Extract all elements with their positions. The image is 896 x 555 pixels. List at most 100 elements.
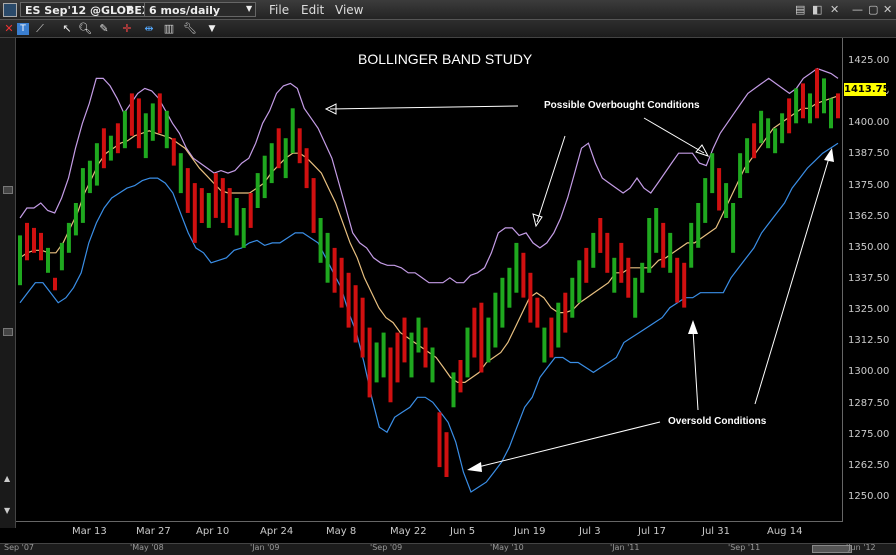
price-bar bbox=[829, 98, 833, 129]
price-tick-label: 1400.00 bbox=[848, 117, 890, 129]
overbought-arrow-head bbox=[695, 144, 710, 157]
timeline-tick-label: 'Jan '11 bbox=[610, 543, 640, 552]
overbought-arrow-head bbox=[532, 213, 543, 228]
timeframe-dropdown[interactable]: 6 mos/daily bars bbox=[144, 2, 256, 32]
minimize-icon[interactable]: — bbox=[852, 3, 863, 16]
price-bar bbox=[255, 173, 260, 208]
price-bar bbox=[661, 222, 666, 268]
price-bar bbox=[437, 412, 442, 468]
close-window-icon[interactable]: ✕ bbox=[883, 3, 893, 16]
price-bar bbox=[304, 148, 309, 189]
price-bar bbox=[318, 218, 323, 263]
price-bar bbox=[199, 188, 204, 223]
menu-view[interactable]: View bbox=[335, 3, 364, 17]
price-bar bbox=[94, 143, 99, 186]
scroll-down-icon[interactable]: ▼ bbox=[4, 506, 11, 515]
overbought-annotation: Possible Overbought Conditions bbox=[544, 100, 700, 111]
menu-file[interactable]: File bbox=[269, 3, 290, 17]
date-tick-label: May 22 bbox=[390, 526, 427, 537]
price-bar bbox=[794, 88, 799, 124]
price-bar bbox=[339, 257, 344, 308]
pen-tool-icon[interactable]: ✎ bbox=[99, 22, 109, 35]
price-bar bbox=[297, 128, 302, 164]
price-bar bbox=[542, 327, 547, 363]
wrench-icon[interactable]: 🔧︎ bbox=[183, 22, 197, 35]
print-icon[interactable]: ▤ bbox=[795, 3, 806, 16]
scroll-handle-bottom[interactable] bbox=[3, 328, 13, 336]
price-bar bbox=[332, 247, 337, 293]
price-bar bbox=[269, 143, 274, 184]
price-tick-label: 1262.50 bbox=[848, 459, 890, 471]
price-bar bbox=[108, 135, 113, 161]
settings-icon[interactable]: ◧ bbox=[812, 3, 823, 16]
price-bar bbox=[234, 198, 239, 236]
price-tick-label: 1250.00 bbox=[848, 491, 890, 502]
price-axis[interactable] bbox=[842, 38, 896, 522]
left-scroll-panel[interactable]: ▲ ▼ bbox=[0, 38, 16, 528]
price-bar bbox=[157, 93, 162, 134]
price-bar bbox=[563, 292, 568, 333]
price-tick-label: 1375.00 bbox=[848, 179, 890, 191]
price-bar bbox=[724, 183, 729, 218]
timeline-scrollbar[interactable] bbox=[0, 543, 896, 555]
price-bar bbox=[122, 110, 127, 149]
price-bar bbox=[598, 218, 603, 253]
timeline-tick-label: 'Jun '12 bbox=[846, 543, 876, 552]
timeline-tick-label: 'Jan '09 bbox=[250, 543, 280, 552]
split-view-icon[interactable]: ⇹ bbox=[144, 22, 154, 35]
date-axis[interactable] bbox=[16, 521, 842, 544]
scroll-thumb[interactable] bbox=[812, 545, 852, 553]
date-tick-label: Mar 27 bbox=[136, 526, 171, 537]
date-tick-label: Jul 3 bbox=[579, 526, 601, 537]
scroll-up-icon[interactable]: ▲ bbox=[4, 474, 11, 483]
price-bar bbox=[178, 153, 183, 194]
price-bar bbox=[745, 138, 750, 174]
overbought-arrow bbox=[536, 135, 566, 223]
pointer-tool-icon[interactable]: ↖ bbox=[62, 22, 72, 35]
overbought-arrow bbox=[329, 105, 519, 110]
price-tick-label: 1275.00 bbox=[848, 428, 890, 440]
columns-icon[interactable]: ▥ bbox=[163, 22, 175, 35]
middle-bollinger-band bbox=[19, 95, 839, 383]
price-bar bbox=[619, 242, 624, 283]
zoom-tool-icon[interactable]: 🔍︎ bbox=[78, 22, 92, 35]
date-tick-label: Apr 24 bbox=[260, 526, 294, 537]
price-bar bbox=[430, 347, 435, 383]
price-bar bbox=[528, 272, 533, 323]
price-bar bbox=[696, 203, 701, 248]
price-bar bbox=[220, 178, 225, 223]
price-bar bbox=[507, 267, 512, 308]
price-bar bbox=[143, 113, 148, 159]
oversold-arrow bbox=[692, 329, 699, 411]
price-bar bbox=[262, 155, 267, 199]
window-icon[interactable] bbox=[3, 3, 17, 17]
price-bar bbox=[53, 277, 57, 291]
price-bar bbox=[360, 297, 365, 358]
price-bar bbox=[640, 262, 645, 293]
lower-bollinger-band bbox=[19, 142, 839, 493]
price-bar bbox=[80, 168, 85, 223]
scroll-handle-top[interactable] bbox=[3, 186, 13, 194]
oversold-annotation: Oversold Conditions bbox=[668, 416, 767, 427]
close-icon[interactable]: ✕ bbox=[830, 3, 840, 16]
symbol-dropdown[interactable]: ES Sep'12 @GLOBEX bbox=[20, 2, 156, 17]
price-tick-label: 1387.50 bbox=[848, 148, 890, 160]
price-bar bbox=[136, 98, 141, 149]
price-bar bbox=[388, 347, 393, 403]
trendline-tool-icon[interactable]: ⟋ bbox=[36, 22, 44, 35]
price-bar bbox=[514, 242, 519, 293]
close-icon[interactable]: ✕ bbox=[4, 22, 14, 35]
price-bar bbox=[164, 110, 169, 149]
menu-edit[interactable]: Edit bbox=[301, 3, 325, 17]
price-bar bbox=[32, 227, 36, 253]
crosshair-tool-icon[interactable]: ✛ bbox=[122, 22, 132, 35]
restore-icon[interactable]: ▢ bbox=[868, 3, 879, 16]
price-bar bbox=[486, 317, 491, 363]
timeline-tick-label: 'May '10 bbox=[490, 543, 524, 552]
timeline-tick-label: Sep '07 bbox=[4, 543, 34, 552]
oversold-arrow bbox=[754, 157, 830, 405]
chevron-down-icon[interactable]: ▼ bbox=[208, 24, 216, 34]
price-bar bbox=[248, 193, 253, 228]
text-tool-icon[interactable]: T bbox=[17, 23, 29, 35]
